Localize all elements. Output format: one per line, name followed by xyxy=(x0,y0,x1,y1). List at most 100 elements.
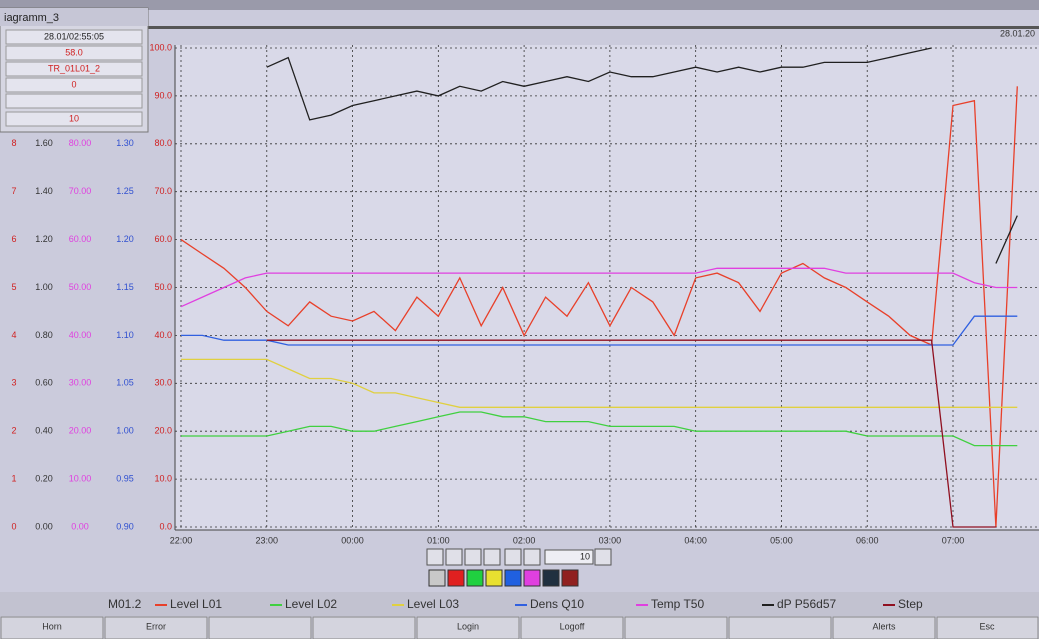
scale-label: 0.00 xyxy=(35,521,53,531)
y-tick-label: 40.0 xyxy=(154,330,172,340)
y-tick-label: 20.0 xyxy=(154,426,172,436)
scale-label: 1.25 xyxy=(116,186,134,196)
scale-label: 1.40 xyxy=(35,186,53,196)
legend-label: dP P56d57 xyxy=(777,597,836,611)
tool-button[interactable] xyxy=(464,548,482,566)
color-button[interactable] xyxy=(561,569,579,587)
button-label: Esc xyxy=(979,621,995,631)
x-tick-label: 00:00 xyxy=(341,535,364,545)
scale-label: 4 xyxy=(11,330,16,340)
panel-field xyxy=(5,77,143,93)
scale-label: 7 xyxy=(11,186,16,196)
scale-label: 1.15 xyxy=(116,282,134,292)
x-tick-label: 01:00 xyxy=(427,535,450,545)
scale-label: 50.00 xyxy=(69,282,92,292)
color-button[interactable] xyxy=(428,569,446,587)
series-line xyxy=(181,411,1018,447)
y-tick-label: 50.0 xyxy=(154,282,172,292)
span: 10 xyxy=(69,113,79,123)
scale-label: 2 xyxy=(11,426,16,436)
scale-label: 60.00 xyxy=(69,234,92,244)
button-bar: Horn Error Login Logoff Alerts Esc xyxy=(0,616,1039,639)
scale-label: 1.10 xyxy=(116,330,134,340)
x-tick-label: 05:00 xyxy=(770,535,793,545)
empty-button[interactable] xyxy=(728,616,832,639)
login-button[interactable] xyxy=(416,616,520,639)
scale-label: 30.00 xyxy=(69,378,92,388)
scale-label: 40.00 xyxy=(69,330,92,340)
button-label: Login xyxy=(457,621,479,631)
legend-label: Level L01 xyxy=(170,597,222,611)
zoom-value: 10 xyxy=(580,551,590,561)
legend-label: Level L03 xyxy=(407,597,459,611)
color-button[interactable] xyxy=(466,569,484,587)
top-strip xyxy=(0,0,1039,10)
scale-label: 0.20 xyxy=(35,473,53,483)
color-button[interactable] xyxy=(485,569,503,587)
tool-button[interactable] xyxy=(483,548,501,566)
empty-button[interactable] xyxy=(624,616,728,639)
y-tick-label: 100.0 xyxy=(149,42,172,52)
panel-field xyxy=(5,29,143,45)
tool-button[interactable] xyxy=(426,548,444,566)
color-button[interactable] xyxy=(523,569,541,587)
series-line xyxy=(180,267,1018,308)
panel-field xyxy=(5,93,143,109)
scale-label: 1.20 xyxy=(116,234,134,244)
y-tick-label: 30.0 xyxy=(154,378,172,388)
series-line xyxy=(180,86,1018,528)
horn-button[interactable] xyxy=(0,616,104,639)
scale-label: 6 xyxy=(11,234,16,244)
scale-label: 1 xyxy=(11,473,16,483)
color-button[interactable] xyxy=(542,569,560,587)
date-label: 28.01.20 xyxy=(1000,28,1035,38)
x-tick-label: 22:00 xyxy=(170,535,193,545)
scale-label: 0 xyxy=(11,521,16,531)
scale-label: 1.00 xyxy=(35,282,53,292)
empty-button[interactable] xyxy=(312,616,416,639)
tool-button[interactable] xyxy=(504,548,522,566)
button-label: Error xyxy=(146,621,166,631)
legend-label: Dens Q10 xyxy=(530,597,584,611)
series-line xyxy=(266,47,1018,264)
legend-prefix: M01.2 xyxy=(108,597,142,611)
scale-label: 20.00 xyxy=(69,426,92,436)
scale-label: 0.95 xyxy=(116,473,134,483)
info-panel: iagramm_3 28.01/02:55:05 58.0 TR_01L01_2… xyxy=(0,7,149,133)
button-label: Alerts xyxy=(872,621,896,631)
y-tick-label: 70.0 xyxy=(154,186,172,196)
tool-button[interactable] xyxy=(594,548,612,566)
y-tick-label: 60.0 xyxy=(154,234,172,244)
button-label: Horn xyxy=(42,621,62,631)
scale-label: 8 xyxy=(11,138,16,148)
scale-label: 5 xyxy=(11,282,16,292)
esc-button[interactable] xyxy=(936,616,1039,639)
color-button[interactable] xyxy=(447,569,465,587)
series-line xyxy=(181,315,1018,346)
x-tick-label: 23:00 xyxy=(256,535,279,545)
legend-label: Step xyxy=(898,597,923,611)
scale-label: 1.05 xyxy=(116,378,134,388)
panel-field xyxy=(5,111,143,127)
tool-button[interactable] xyxy=(445,548,463,566)
logoff-button[interactable] xyxy=(520,616,624,639)
error-button[interactable] xyxy=(104,616,208,639)
x-tick-label: 03:00 xyxy=(599,535,622,545)
scale-label: 0.00 xyxy=(71,521,89,531)
tool-button[interactable] xyxy=(523,548,541,566)
legend-label: Level L02 xyxy=(285,597,337,611)
panel-title: iagramm_3 xyxy=(4,12,59,24)
x-tick-label: 04:00 xyxy=(684,535,707,545)
scale-label: 1.00 xyxy=(116,426,134,436)
panel-field xyxy=(5,61,143,77)
x-tick-label: 02:00 xyxy=(513,535,536,545)
cursor-value: 58.0 xyxy=(65,47,83,57)
alerts-button[interactable] xyxy=(832,616,936,639)
zoom-field[interactable] xyxy=(544,549,594,565)
color-button[interactable] xyxy=(504,569,522,587)
scale-label: 1.20 xyxy=(35,234,53,244)
scale-label: 1.60 xyxy=(35,138,53,148)
panel-field xyxy=(5,45,143,61)
empty-button[interactable] xyxy=(208,616,312,639)
